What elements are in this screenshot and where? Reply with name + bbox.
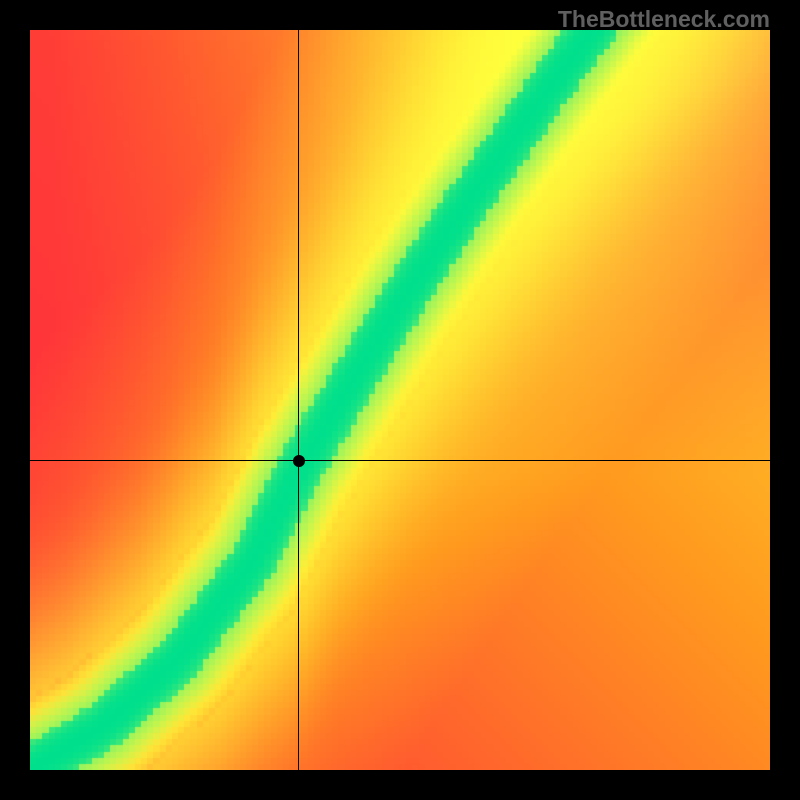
selected-point: [293, 455, 305, 467]
crosshair-vertical: [298, 30, 299, 770]
watermark-text: TheBottleneck.com: [558, 6, 770, 33]
crosshair-horizontal: [30, 460, 770, 461]
bottleneck-heatmap: [30, 30, 770, 770]
frame: TheBottleneck.com: [0, 0, 800, 800]
